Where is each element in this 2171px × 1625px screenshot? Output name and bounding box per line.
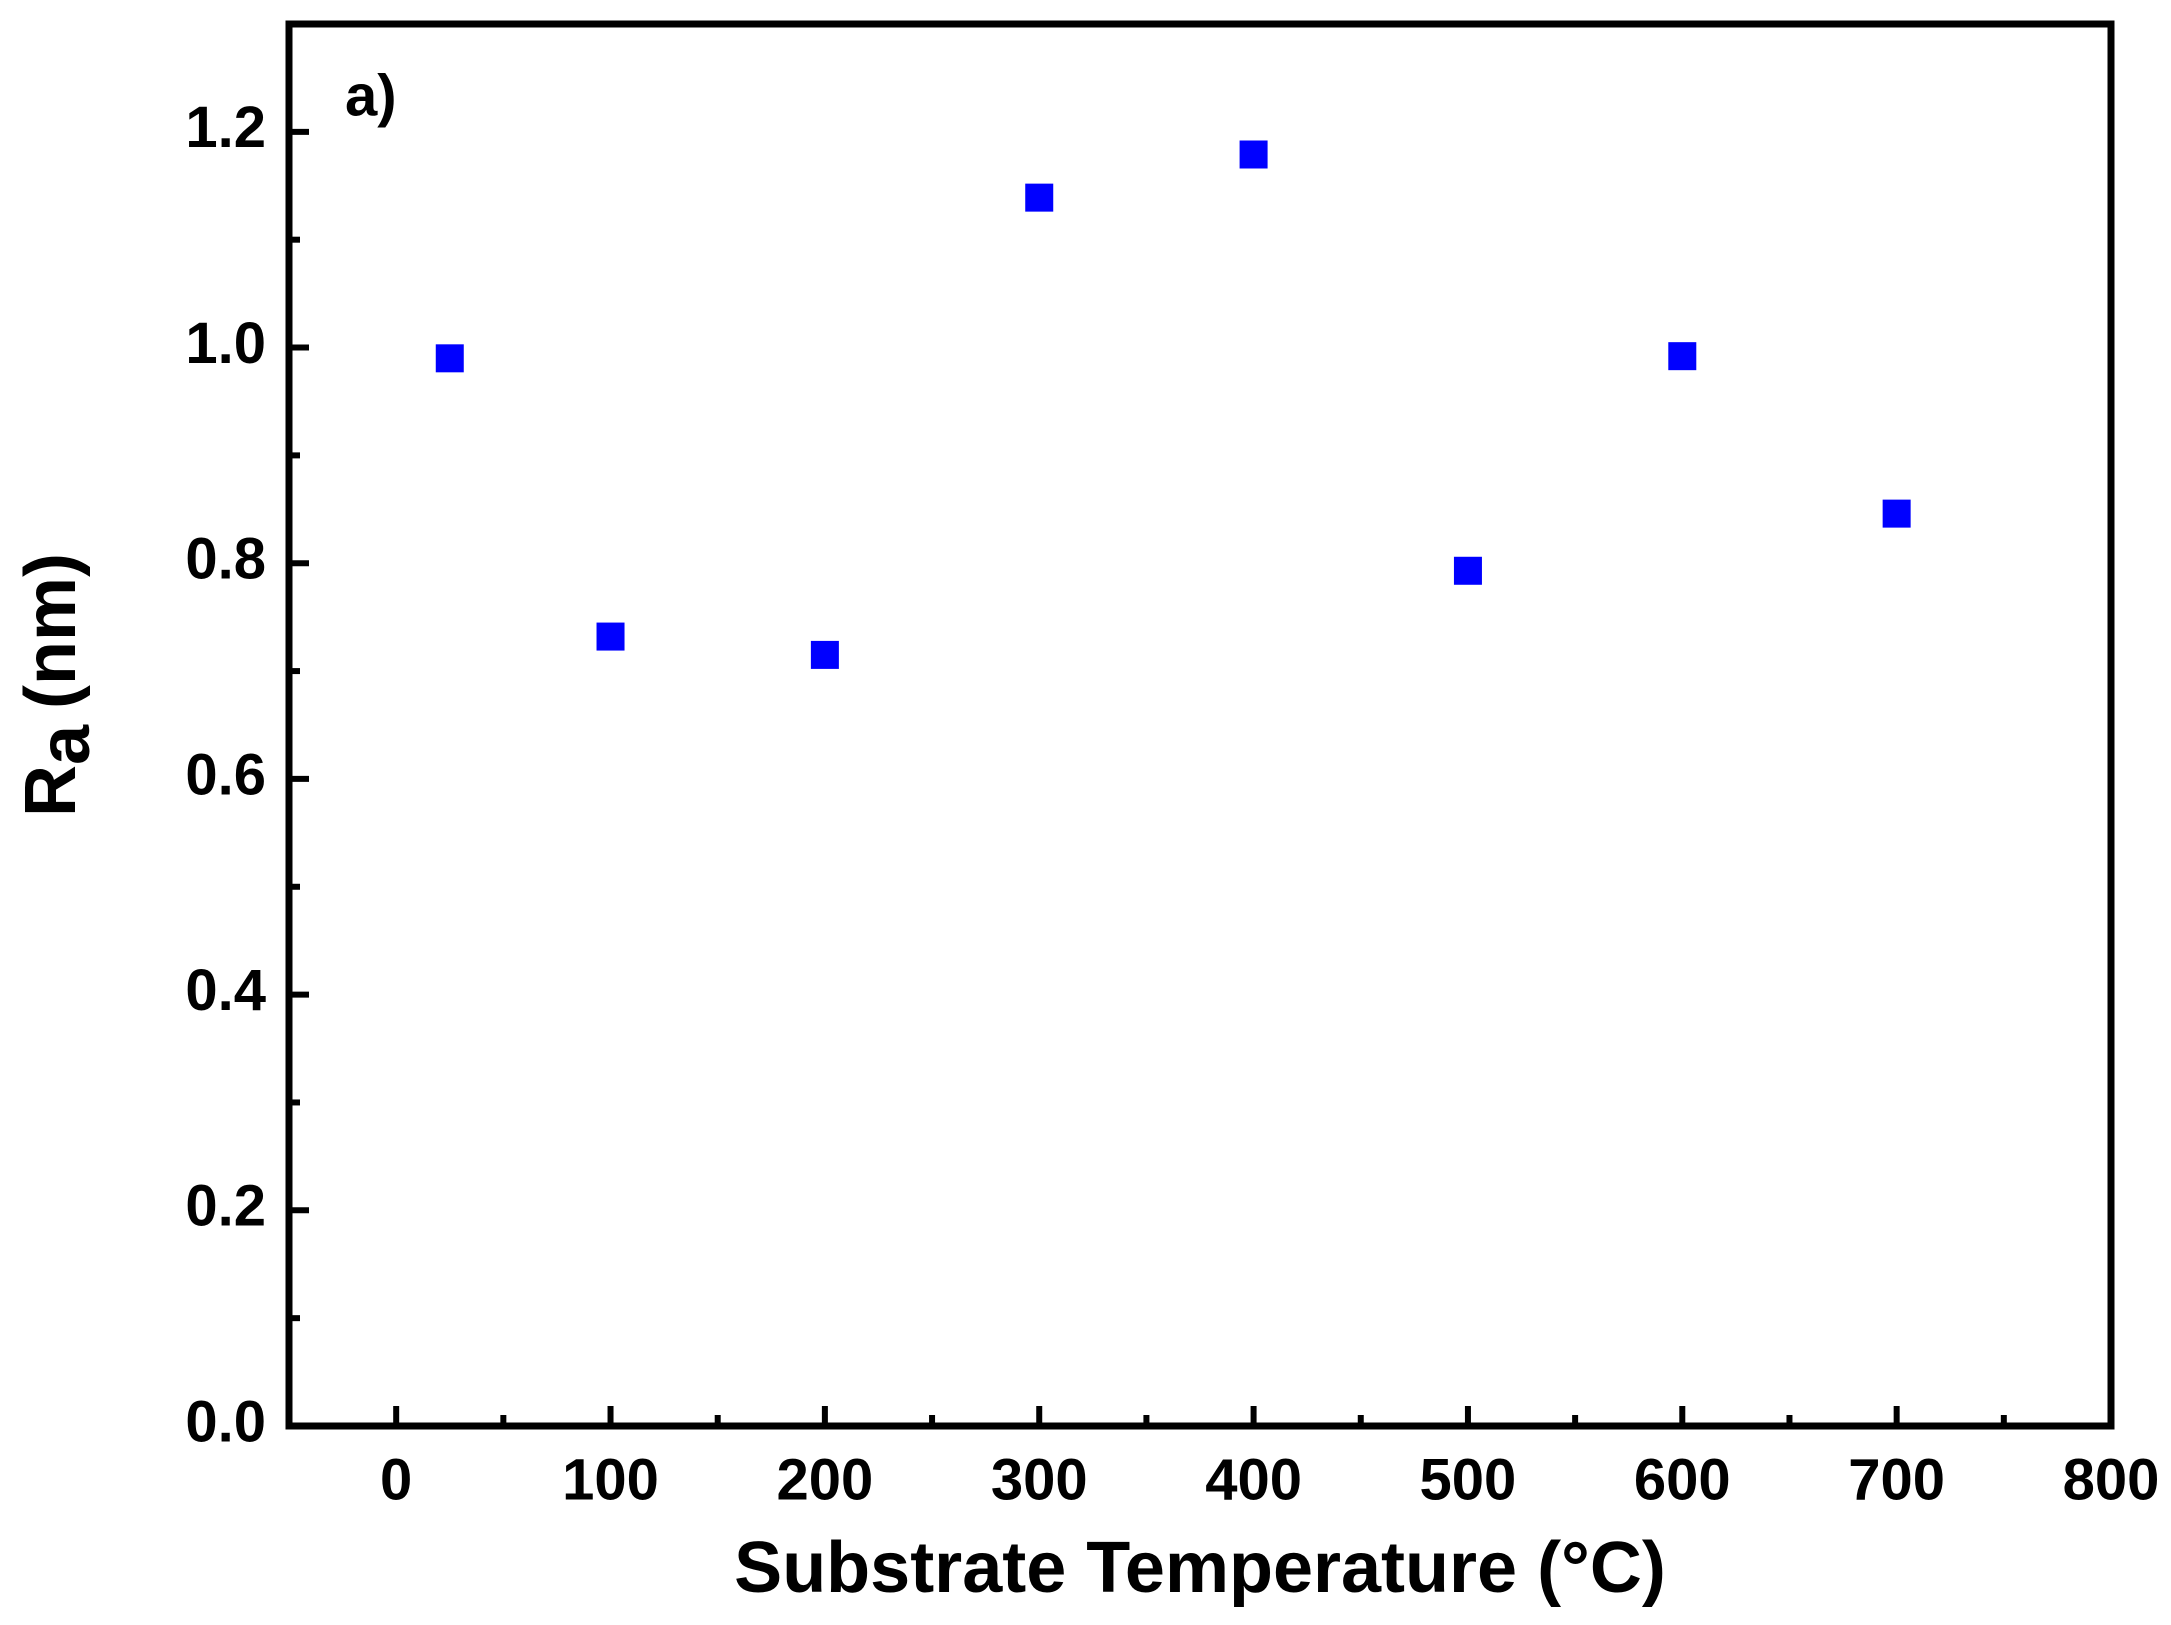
x-tick-label: 700 [1848, 1447, 1945, 1512]
x-tick-label: 800 [2063, 1447, 2160, 1512]
data-point [810, 640, 839, 669]
data-point [435, 344, 464, 373]
y-axis-title: Ra (nm) [11, 553, 105, 817]
data-point [1453, 556, 1482, 585]
x-axis-title: Substrate Temperature (°C) [734, 1528, 1666, 1608]
data-point [1882, 499, 1911, 528]
x-tick-label: 600 [1634, 1447, 1731, 1512]
x-tick-label: 500 [1420, 1447, 1517, 1512]
y-tick-label: 1.0 [185, 311, 266, 376]
x-tick-label: 200 [776, 1447, 873, 1512]
y-tick-label: 0.2 [185, 1174, 266, 1239]
panel-label: a) [345, 63, 397, 128]
x-tick-label: 300 [991, 1447, 1088, 1512]
data-point [596, 622, 625, 651]
data-point [1668, 342, 1697, 371]
x-tick-label: 400 [1205, 1447, 1302, 1512]
x-tick-label: 100 [562, 1447, 659, 1512]
y-tick-label: 0.6 [185, 742, 266, 807]
data-point [1025, 183, 1054, 212]
data-point [1239, 140, 1268, 169]
y-tick-label: 0.8 [185, 527, 266, 592]
plot-frame [285, 20, 2115, 1430]
y-title-unit: (nm) [11, 553, 91, 709]
y-tick-label: 0.0 [185, 1389, 266, 1454]
y-title-sub: a [25, 724, 105, 765]
x-tick-label: 0 [380, 1447, 412, 1512]
y-tick-label: 0.4 [185, 958, 266, 1023]
y-tick-label: 1.2 [185, 95, 266, 160]
y-title-main: R [11, 765, 91, 817]
